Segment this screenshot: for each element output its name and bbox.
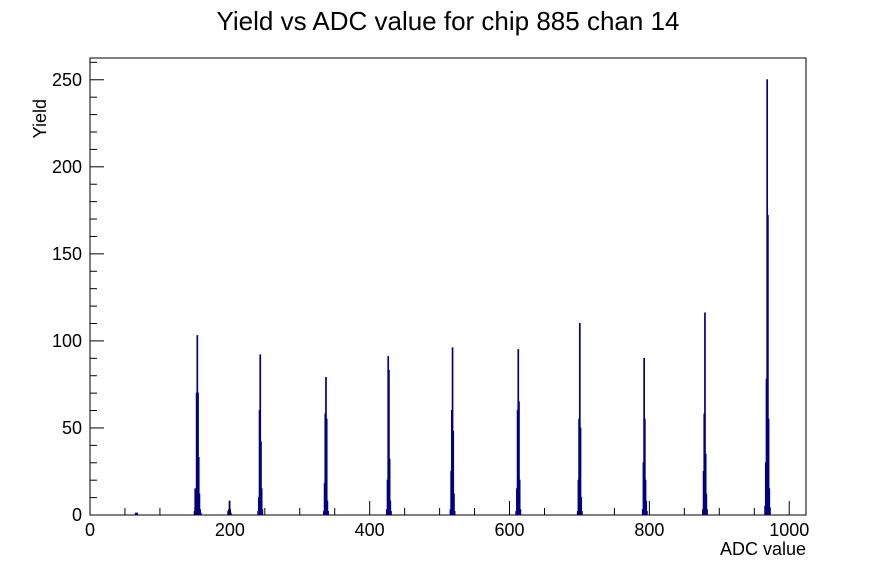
x-axis-label: ADC value (720, 539, 806, 559)
histogram-bin (704, 312, 706, 515)
histogram-bin (769, 507, 771, 515)
histogram-bin (705, 493, 708, 515)
histogram-bin (327, 511, 329, 515)
histogram-bin (644, 479, 647, 515)
histogram-bin (389, 500, 392, 515)
x-axis-ticks: 0 200 400 600 800 1000 (85, 501, 809, 540)
histogram-bin (197, 392, 199, 515)
x-tick-label: 800 (634, 520, 664, 540)
x-tick-label: 1000 (769, 520, 809, 540)
y-axis-label: Yield (30, 99, 50, 138)
histogram-bin (579, 427, 582, 515)
histogram-bin (197, 457, 200, 515)
histogram-bin (199, 509, 201, 515)
histogram-bin (643, 418, 646, 515)
chart-title: Yield vs ADC value for chip 885 chan 14 (217, 6, 680, 36)
histogram-bin (326, 500, 329, 515)
histogram-bin (260, 441, 262, 515)
histogram-bin (646, 511, 648, 515)
histogram-bin (260, 488, 263, 515)
histogram-bin (388, 370, 390, 515)
histogram-bin (136, 512, 139, 515)
histogram-bin (519, 509, 522, 515)
histogram-bin (261, 509, 264, 515)
histogram-bin (580, 497, 583, 515)
histogram-bars (134, 79, 771, 515)
histogram-bin (704, 453, 707, 515)
histogram-bin (706, 509, 708, 515)
x-tick-label: 200 (215, 520, 245, 540)
histogram-bin (768, 488, 771, 515)
histogram-bin (518, 479, 521, 515)
histogram-bin (518, 401, 520, 515)
histogram-bin (390, 511, 392, 515)
histogram-bin (325, 418, 328, 515)
histogram-bin (259, 354, 262, 515)
y-tick-label: 150 (52, 244, 82, 264)
histogram-bin (452, 430, 455, 515)
x-tick-label: 0 (85, 520, 95, 540)
x-tick-label: 400 (355, 520, 385, 540)
y-axis-ticks: 0 50 100 150 200 250 (52, 61, 104, 525)
plot-frame (89, 57, 807, 516)
histogram-bin (199, 512, 202, 515)
histogram-bin (767, 418, 770, 515)
y-tick-label: 250 (52, 70, 82, 90)
x-tick-label: 600 (495, 520, 525, 540)
y-tick-label: 200 (52, 157, 82, 177)
histogram-bin (581, 511, 583, 515)
histogram-bin (198, 493, 201, 515)
histogram-bin (230, 512, 232, 515)
histogram-bin (578, 322, 581, 515)
histogram-bin (453, 511, 456, 515)
histogram-bin (645, 500, 648, 515)
y-tick-label: 100 (52, 331, 82, 351)
histogram-bin (453, 493, 455, 515)
y-tick-label: 0 (72, 505, 82, 525)
histogram-bin (388, 458, 391, 515)
y-tick-label: 50 (62, 418, 82, 438)
histogram-bin (767, 215, 769, 515)
